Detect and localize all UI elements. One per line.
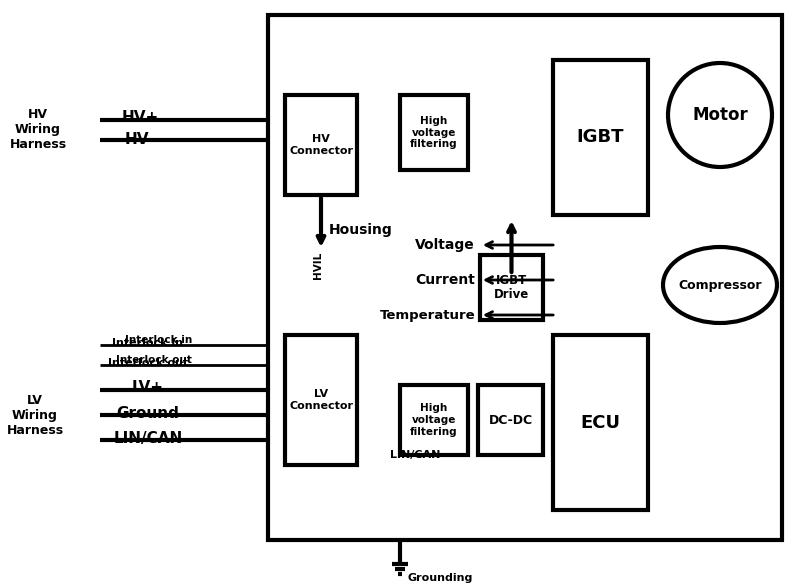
Text: Interlock out: Interlock out	[108, 358, 188, 368]
Text: High
voltage
filtering: High voltage filtering	[410, 403, 458, 437]
Text: IGBT: IGBT	[577, 128, 624, 146]
Text: LV+: LV+	[132, 380, 164, 396]
Text: LV
Connector: LV Connector	[289, 389, 353, 411]
Bar	[478, 385, 543, 455]
Bar	[400, 95, 468, 170]
Text: ECU: ECU	[581, 414, 621, 431]
Text: HV
Wiring
Harness: HV Wiring Harness	[10, 108, 66, 152]
Text: Interlock out: Interlock out	[116, 355, 192, 365]
Text: Motor: Motor	[692, 106, 748, 124]
Text: Ground: Ground	[117, 406, 179, 421]
Text: Voltage: Voltage	[415, 238, 475, 252]
Text: LIN/CAN: LIN/CAN	[114, 431, 182, 445]
Text: Current: Current	[415, 273, 475, 287]
Bar	[400, 385, 468, 455]
Text: Compressor: Compressor	[678, 278, 762, 291]
Text: Interlock in: Interlock in	[113, 338, 183, 348]
Bar	[285, 95, 357, 195]
Bar	[553, 335, 648, 510]
Bar	[480, 255, 543, 320]
Bar	[268, 15, 782, 540]
Bar	[553, 60, 648, 215]
Text: HV
Connector: HV Connector	[289, 134, 353, 156]
Text: Housing: Housing	[329, 223, 393, 237]
Text: HV+: HV+	[122, 110, 158, 124]
Text: LIN/CAN: LIN/CAN	[390, 450, 440, 460]
Text: IGBT
Drive: IGBT Drive	[494, 274, 529, 302]
Text: Grounding: Grounding	[408, 573, 474, 583]
Text: Interlock in: Interlock in	[125, 335, 192, 345]
Bar	[285, 335, 357, 465]
Text: HV-: HV-	[125, 132, 155, 148]
Text: LV
Wiring
Harness: LV Wiring Harness	[6, 394, 63, 437]
Text: High
voltage
filtering: High voltage filtering	[410, 116, 458, 149]
Text: HVIL: HVIL	[313, 251, 322, 278]
Text: Temperature: Temperature	[379, 308, 475, 322]
Text: DC-DC: DC-DC	[489, 414, 533, 427]
